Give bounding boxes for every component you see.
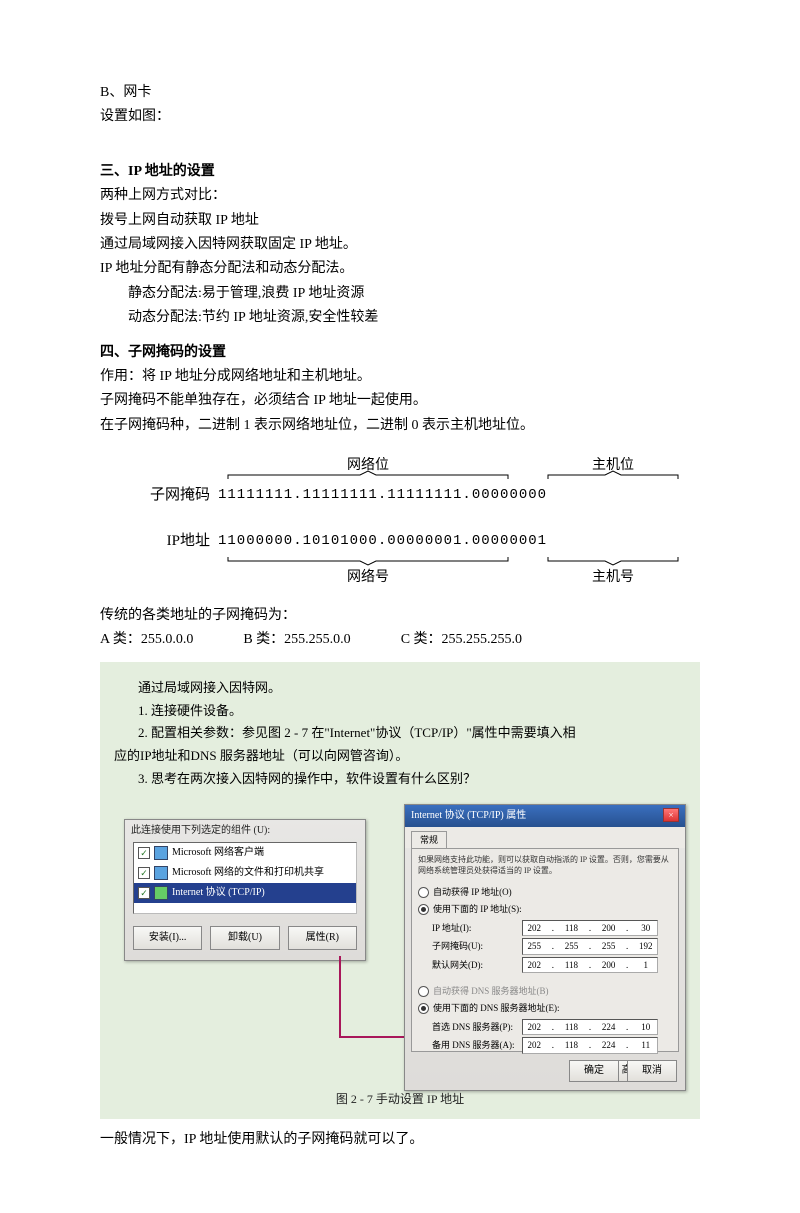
checkbox-icon[interactable]: ✓ xyxy=(138,867,150,879)
component-icon xyxy=(154,866,168,880)
gb-l2: 1. 连接硬件设备。 xyxy=(114,701,686,722)
gb-l4: 3. 思考在两次接入因特网的操作中，软件设置有什么区别？ xyxy=(114,769,686,790)
brace-bottom-svg: 网络号 主机号 xyxy=(218,555,778,585)
dns2-label: 备用 DNS 服务器(A): xyxy=(432,1038,522,1052)
radio-manual-dns: 使用下面的 DNS 服务器地址(E): xyxy=(433,1001,560,1015)
section3-l1: 两种上网方式对比： xyxy=(100,185,700,207)
intro-line-2: 设置如图： xyxy=(100,106,700,128)
dialogs-illustration: 此连接使用下列选定的组件 (U): ✓ Microsoft 网络客户端 ✓ Mi… xyxy=(114,804,686,1084)
section4-title: 四、子网掩码的设置 xyxy=(100,342,700,364)
classes-row: A 类：255.0.0.0 B 类：255.255.0.0 C 类：255.25… xyxy=(100,629,700,651)
row1-label: 子网掩码 xyxy=(100,483,218,507)
tab-general[interactable]: 常规 xyxy=(411,831,447,848)
radio-manual-ip: 使用下面的 IP 地址(S): xyxy=(433,902,522,916)
properties-button[interactable]: 属性(R) xyxy=(288,926,357,950)
section3-l2: 拨号上网自动获取 IP 地址 xyxy=(100,210,700,232)
checkbox-icon[interactable]: ✓ xyxy=(138,847,150,859)
checkbox-icon[interactable]: ✓ xyxy=(138,887,150,899)
row2-label: IP地址 xyxy=(100,529,218,553)
row2-binary: 11000000.10101000.00000001.00000001 xyxy=(218,530,547,552)
uninstall-button[interactable]: 卸载(U) xyxy=(210,926,279,950)
dialog-right: Internet 协议 (TCP/IP) 属性 × 常规 如果网络支持此功能，则… xyxy=(404,804,686,1091)
closing-line: 一般情况下，IP 地址使用默认的子网掩码就可以了。 xyxy=(100,1129,700,1151)
dialog-right-titlebar: Internet 协议 (TCP/IP) 属性 × xyxy=(405,805,685,827)
dialog-right-title: Internet 协议 (TCP/IP) 属性 xyxy=(411,808,526,824)
gw-input[interactable]: 202.118.200.1 xyxy=(522,957,658,973)
radio-auto-ip: 自动获得 IP 地址(O) xyxy=(433,885,512,899)
list-item[interactable]: ✓ Microsoft 网络客户端 xyxy=(134,843,356,863)
section4-l1: 作用：将 IP 地址分成网络地址和主机地址。 xyxy=(100,366,700,388)
classes-intro: 传统的各类地址的子网掩码为： xyxy=(100,605,700,627)
mask-input[interactable]: 255.255.255.192 xyxy=(522,938,658,954)
install-button[interactable]: 安装(I)... xyxy=(133,926,202,950)
component-icon xyxy=(154,846,168,860)
dns2-input[interactable]: 202.118.224.11 xyxy=(522,1037,658,1053)
ok-button[interactable]: 确定 xyxy=(569,1060,619,1082)
gw-label: 默认网关(D): xyxy=(432,958,522,972)
brace-bottom-left-label: 网络号 xyxy=(347,569,389,585)
list-item-label: Internet 协议 (TCP/IP) xyxy=(172,885,265,901)
list-item-label: Microsoft 网络的文件和打印机共享 xyxy=(172,865,324,881)
brace-bottom-right-label: 主机号 xyxy=(592,569,634,585)
dns1-label: 首选 DNS 服务器(P): xyxy=(432,1020,522,1034)
brace-top-svg: 网络位 主机位 xyxy=(218,457,778,481)
section4-l3: 在子网掩码种，二进制 1 表示网络地址位，二进制 0 表示主机地址位。 xyxy=(100,415,700,437)
gb-l3a: 2. 配置相关参数：参见图 2 - 7 在"Internet"协议（TCP/IP… xyxy=(114,723,686,744)
dialog-left: 此连接使用下列选定的组件 (U): ✓ Microsoft 网络客户端 ✓ Mi… xyxy=(124,819,366,961)
section3-l6: 动态分配法:节约 IP 地址资源,安全性较差 xyxy=(100,307,700,329)
gb-l1: 通过局域网接入因特网。 xyxy=(114,678,686,699)
class-c: C 类：255.255.255.0 xyxy=(401,629,522,651)
subnet-diagram: 网络位 主机位 子网掩码 11111111.11111111.11111111.… xyxy=(100,457,700,585)
mask-label: 子网掩码(U): xyxy=(432,939,522,953)
dialog-left-title: 此连接使用下列选定的组件 (U): xyxy=(125,820,365,842)
section3-l3: 通过局域网接入因特网获取固定 IP 地址。 xyxy=(100,234,700,256)
component-icon xyxy=(154,886,168,900)
class-b: B 类：255.255.0.0 xyxy=(243,629,350,651)
section4-l2: 子网掩码不能单独存在，必须结合 IP 地址一起使用。 xyxy=(100,390,700,412)
radio-icon[interactable] xyxy=(418,1003,429,1014)
ip-input[interactable]: 202.118.200.30 xyxy=(522,920,658,936)
radio-auto-dns: 自动获得 DNS 服务器地址(B) xyxy=(433,984,549,998)
close-icon[interactable]: × xyxy=(663,808,679,822)
figure-caption: 图 2 - 7 手动设置 IP 地址 xyxy=(114,1090,686,1109)
radio-icon[interactable] xyxy=(418,887,429,898)
cancel-button[interactable]: 取消 xyxy=(627,1060,677,1082)
list-item-label: Microsoft 网络客户端 xyxy=(172,845,264,861)
gb-l3b: 应的IP地址和DNS 服务器地址（可以向网管咨询）。 xyxy=(114,746,686,767)
section3-l5: 静态分配法:易于管理,浪费 IP 地址资源 xyxy=(100,283,700,305)
section3-l4: IP 地址分配有静态分配法和动态分配法。 xyxy=(100,258,700,280)
list-item[interactable]: ✓ Microsoft 网络的文件和打印机共享 xyxy=(134,863,356,883)
list-item-selected[interactable]: ✓ Internet 协议 (TCP/IP) xyxy=(134,883,356,903)
component-listbox[interactable]: ✓ Microsoft 网络客户端 ✓ Microsoft 网络的文件和打印机共… xyxy=(133,842,357,914)
section3-title: 三、IP 地址的设置 xyxy=(100,161,700,183)
instruction-box: 通过局域网接入因特网。 1. 连接硬件设备。 2. 配置相关参数：参见图 2 -… xyxy=(100,662,700,1119)
arrow-line xyxy=(339,956,341,1038)
ip-label: IP 地址(I): xyxy=(432,921,522,935)
radio-icon xyxy=(418,986,429,997)
intro-line-1: B、网卡 xyxy=(100,82,700,104)
class-a: A 类：255.0.0.0 xyxy=(100,629,193,651)
dialog-right-desc: 如果网络支持此功能，则可以获取自动指派的 IP 设置。否则，您需要从网络系统管理… xyxy=(418,855,672,876)
radio-icon[interactable] xyxy=(418,904,429,915)
row1-binary: 11111111.11111111.11111111.00000000 xyxy=(218,484,547,506)
dns1-input[interactable]: 202.118.224.10 xyxy=(522,1019,658,1035)
